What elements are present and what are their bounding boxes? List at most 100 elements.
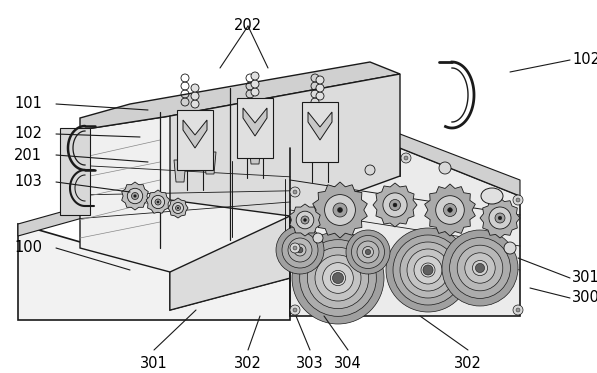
Circle shape [157, 201, 159, 203]
Circle shape [386, 228, 470, 312]
Circle shape [383, 193, 407, 217]
Circle shape [346, 230, 390, 274]
Circle shape [296, 211, 314, 229]
Polygon shape [183, 120, 207, 148]
Circle shape [251, 88, 259, 96]
Circle shape [290, 305, 300, 315]
Circle shape [294, 244, 306, 256]
Circle shape [475, 263, 485, 273]
Circle shape [290, 187, 300, 197]
Circle shape [288, 238, 312, 262]
Circle shape [316, 92, 324, 100]
Circle shape [322, 263, 353, 293]
Circle shape [365, 165, 375, 175]
Circle shape [315, 255, 361, 301]
Circle shape [472, 260, 488, 276]
Circle shape [251, 72, 259, 80]
Circle shape [516, 198, 520, 202]
Circle shape [489, 207, 511, 229]
Circle shape [352, 235, 384, 269]
Circle shape [293, 190, 297, 194]
Circle shape [400, 242, 456, 298]
Polygon shape [290, 134, 520, 196]
Circle shape [365, 250, 371, 255]
Circle shape [337, 207, 343, 213]
Circle shape [191, 100, 199, 108]
Text: 201: 201 [14, 147, 42, 163]
Polygon shape [146, 190, 170, 213]
Polygon shape [302, 102, 338, 162]
Polygon shape [18, 224, 290, 320]
Circle shape [152, 195, 165, 209]
Circle shape [290, 243, 300, 253]
Polygon shape [80, 62, 400, 130]
Text: 302: 302 [234, 356, 262, 371]
Circle shape [513, 305, 523, 315]
Polygon shape [177, 110, 213, 170]
Circle shape [498, 216, 502, 220]
Polygon shape [243, 108, 267, 136]
Polygon shape [249, 142, 261, 164]
Circle shape [303, 219, 306, 222]
Circle shape [495, 213, 505, 223]
Circle shape [333, 203, 347, 217]
Text: 103: 103 [14, 175, 42, 189]
Circle shape [313, 233, 323, 243]
Text: 301: 301 [140, 356, 168, 371]
Circle shape [131, 192, 139, 200]
Polygon shape [204, 152, 216, 174]
Polygon shape [18, 148, 290, 236]
Text: 102: 102 [572, 53, 597, 68]
Polygon shape [174, 160, 186, 182]
Circle shape [301, 216, 309, 224]
Polygon shape [424, 184, 475, 236]
Polygon shape [480, 198, 520, 238]
Circle shape [389, 200, 401, 210]
Text: 102: 102 [14, 126, 42, 141]
Circle shape [362, 247, 374, 257]
Circle shape [251, 80, 259, 88]
Text: 100: 100 [14, 241, 42, 256]
Circle shape [134, 195, 136, 197]
Polygon shape [170, 210, 290, 310]
Text: 304: 304 [334, 356, 362, 371]
Circle shape [127, 188, 143, 204]
Polygon shape [170, 74, 400, 216]
Circle shape [293, 246, 297, 250]
Polygon shape [237, 98, 273, 158]
Text: 300: 300 [572, 291, 597, 305]
Circle shape [276, 226, 324, 274]
Polygon shape [60, 128, 90, 215]
Circle shape [513, 195, 523, 205]
Circle shape [316, 84, 324, 92]
Circle shape [282, 232, 318, 268]
Text: 301: 301 [572, 270, 597, 285]
Text: 303: 303 [296, 356, 324, 371]
Circle shape [516, 308, 520, 312]
Circle shape [393, 203, 397, 207]
Circle shape [191, 84, 199, 92]
Circle shape [450, 238, 510, 298]
Circle shape [436, 196, 464, 224]
Polygon shape [290, 204, 320, 236]
Circle shape [176, 206, 180, 210]
Circle shape [357, 241, 379, 263]
Circle shape [393, 235, 463, 305]
Circle shape [407, 249, 449, 291]
Circle shape [330, 270, 346, 286]
Circle shape [457, 245, 503, 291]
Circle shape [404, 156, 408, 160]
Circle shape [423, 265, 433, 275]
Polygon shape [168, 198, 188, 218]
Circle shape [465, 253, 495, 283]
Text: 101: 101 [14, 97, 42, 112]
Circle shape [421, 263, 435, 277]
Circle shape [300, 240, 376, 316]
Circle shape [401, 153, 411, 163]
Circle shape [504, 242, 516, 254]
Polygon shape [308, 112, 332, 140]
Polygon shape [122, 182, 148, 210]
Circle shape [442, 230, 518, 306]
Ellipse shape [481, 188, 503, 204]
Circle shape [444, 204, 457, 216]
